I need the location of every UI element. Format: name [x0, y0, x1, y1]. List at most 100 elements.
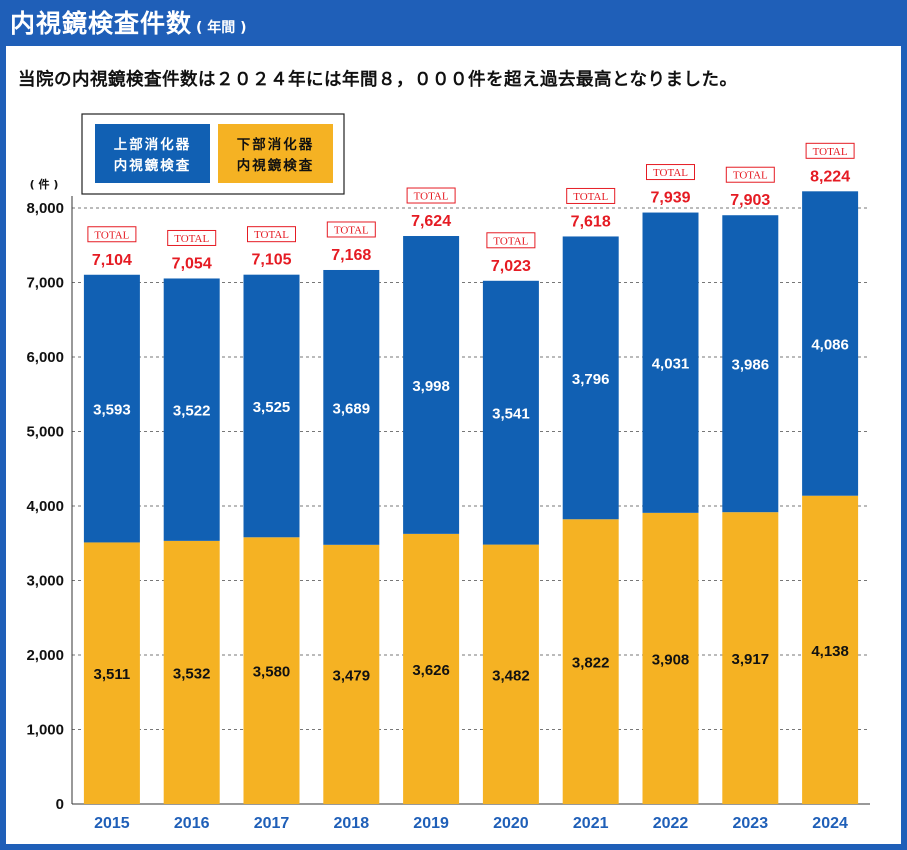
bar-lower-gi — [482, 544, 539, 804]
total-tag-box — [725, 166, 775, 183]
chart-subtitle: 当院の内視鏡検査件数は２０２４年には年間８，０００件を超え過去最高となりました。 — [18, 70, 738, 90]
bar-lower-gi — [642, 512, 699, 804]
total-tag-label: TOTAL — [334, 224, 369, 236]
data-label-upper: 3,593 — [93, 402, 131, 419]
data-label-lower: 3,626 — [412, 662, 450, 679]
bar-lower-gi — [802, 495, 859, 804]
y-tick-label: 7,000 — [26, 275, 64, 292]
x-tick-label: 2022 — [653, 815, 689, 832]
data-label-upper: 3,986 — [732, 357, 770, 374]
data-label-lower: 3,479 — [333, 667, 371, 684]
bar-upper-gi — [83, 274, 140, 543]
total-tag-label: TOTAL — [414, 191, 449, 203]
data-label-upper: 3,541 — [492, 406, 530, 423]
total-tag-box — [87, 226, 137, 243]
bar-upper-gi — [403, 236, 460, 534]
bar-upper-gi — [163, 278, 220, 541]
total-tag-box — [247, 226, 296, 243]
chart-title-text: 内視鏡検査件数 — [10, 9, 193, 38]
total-tag-label: TOTAL — [573, 191, 608, 203]
total-tag-label: TOTAL — [174, 233, 209, 245]
x-tick-label: 2016 — [174, 815, 210, 832]
bar-lower-gi — [722, 512, 779, 804]
total-tag-box — [406, 187, 456, 204]
total-tag-box — [167, 229, 217, 246]
bar-lower-gi — [323, 544, 380, 804]
header-bar: 内視鏡検査件数( 年間 ) — [0, 0, 907, 44]
bar-upper-gi — [642, 212, 699, 513]
bar-upper-gi — [243, 274, 300, 538]
data-label-lower: 3,532 — [173, 665, 211, 682]
legend-label-line2: 内視鏡検査 — [237, 157, 315, 174]
data-label-lower: 3,917 — [732, 651, 770, 668]
x-tick-label: 2018 — [334, 815, 370, 832]
x-tick-label: 2024 — [812, 815, 848, 832]
total-value: 7,618 — [571, 213, 611, 230]
data-label-lower: 3,580 — [253, 664, 291, 681]
y-tick-label: 0 — [56, 796, 64, 813]
y-tick-label: 5,000 — [26, 424, 64, 441]
total-tag-box — [486, 232, 536, 249]
y-tick-label: 6,000 — [26, 349, 64, 366]
legend-label-line1: 上部消化器 — [114, 136, 192, 153]
total-value: 7,054 — [172, 255, 212, 272]
bar-upper-gi — [323, 269, 380, 545]
total-tag-box — [326, 221, 376, 238]
total-value: 8,224 — [810, 168, 850, 185]
total-value: 7,939 — [650, 190, 690, 207]
bar-lower-gi — [243, 537, 300, 804]
data-label-upper: 3,522 — [173, 403, 211, 420]
total-value: 7,104 — [92, 252, 132, 269]
bar-upper-gi — [482, 280, 539, 545]
total-value: 7,903 — [730, 192, 770, 209]
y-tick-label: 3,000 — [26, 573, 64, 590]
y-tick-label: 8,000 — [26, 200, 64, 217]
data-label-upper: 3,796 — [572, 371, 610, 388]
bar-lower-gi — [562, 519, 619, 804]
bar-upper-gi — [722, 215, 779, 513]
total-value: 7,105 — [251, 252, 291, 269]
y-tick-label: 2,000 — [26, 647, 64, 664]
data-label-upper: 4,031 — [652, 356, 690, 373]
y-tick-label: 4,000 — [26, 498, 64, 515]
data-label-lower: 3,908 — [652, 651, 690, 668]
x-tick-label: 2017 — [254, 815, 290, 832]
total-tag-label: TOTAL — [653, 167, 688, 179]
x-tick-label: 2020 — [493, 815, 529, 832]
data-label-lower: 3,822 — [572, 655, 610, 672]
data-label-upper: 4,086 — [811, 337, 849, 354]
total-tag-box — [805, 142, 855, 159]
x-tick-label: 2023 — [733, 815, 769, 832]
legend-label-line1: 下部消化器 — [237, 136, 315, 153]
data-label-lower: 3,482 — [492, 667, 530, 684]
data-label-upper: 3,998 — [412, 378, 450, 395]
total-tag-box — [646, 164, 695, 181]
total-tag-label: TOTAL — [733, 170, 768, 182]
total-tag-box — [566, 187, 616, 204]
y-tick-label: 1,000 — [26, 722, 64, 739]
bar-lower-gi — [163, 540, 220, 804]
data-label-lower: 4,138 — [811, 643, 849, 660]
legend-swatch — [218, 124, 333, 183]
bar-upper-gi — [562, 236, 619, 520]
data-label-lower: 3,511 — [94, 666, 131, 683]
x-tick-label: 2019 — [413, 815, 449, 832]
chart-title-sub: ( 年間 ) — [196, 20, 247, 36]
y-axis-unit: ( 件 ) — [30, 177, 59, 191]
legend-swatch — [95, 124, 210, 183]
bar-lower-gi — [83, 542, 140, 804]
chart-title: 内視鏡検査件数( 年間 ) — [10, 4, 247, 40]
total-tag-label: TOTAL — [254, 229, 289, 241]
total-value: 7,624 — [411, 213, 451, 230]
legend-label-line2: 内視鏡検査 — [114, 157, 192, 174]
x-tick-label: 2021 — [573, 815, 609, 832]
total-tag-label: TOTAL — [94, 229, 129, 241]
data-label-upper: 3,525 — [253, 399, 291, 416]
total-tag-label: TOTAL — [493, 235, 528, 247]
total-value: 7,023 — [491, 258, 531, 275]
total-tag-label: TOTAL — [813, 146, 848, 158]
bar-lower-gi — [403, 533, 460, 804]
x-tick-label: 2015 — [94, 815, 130, 832]
